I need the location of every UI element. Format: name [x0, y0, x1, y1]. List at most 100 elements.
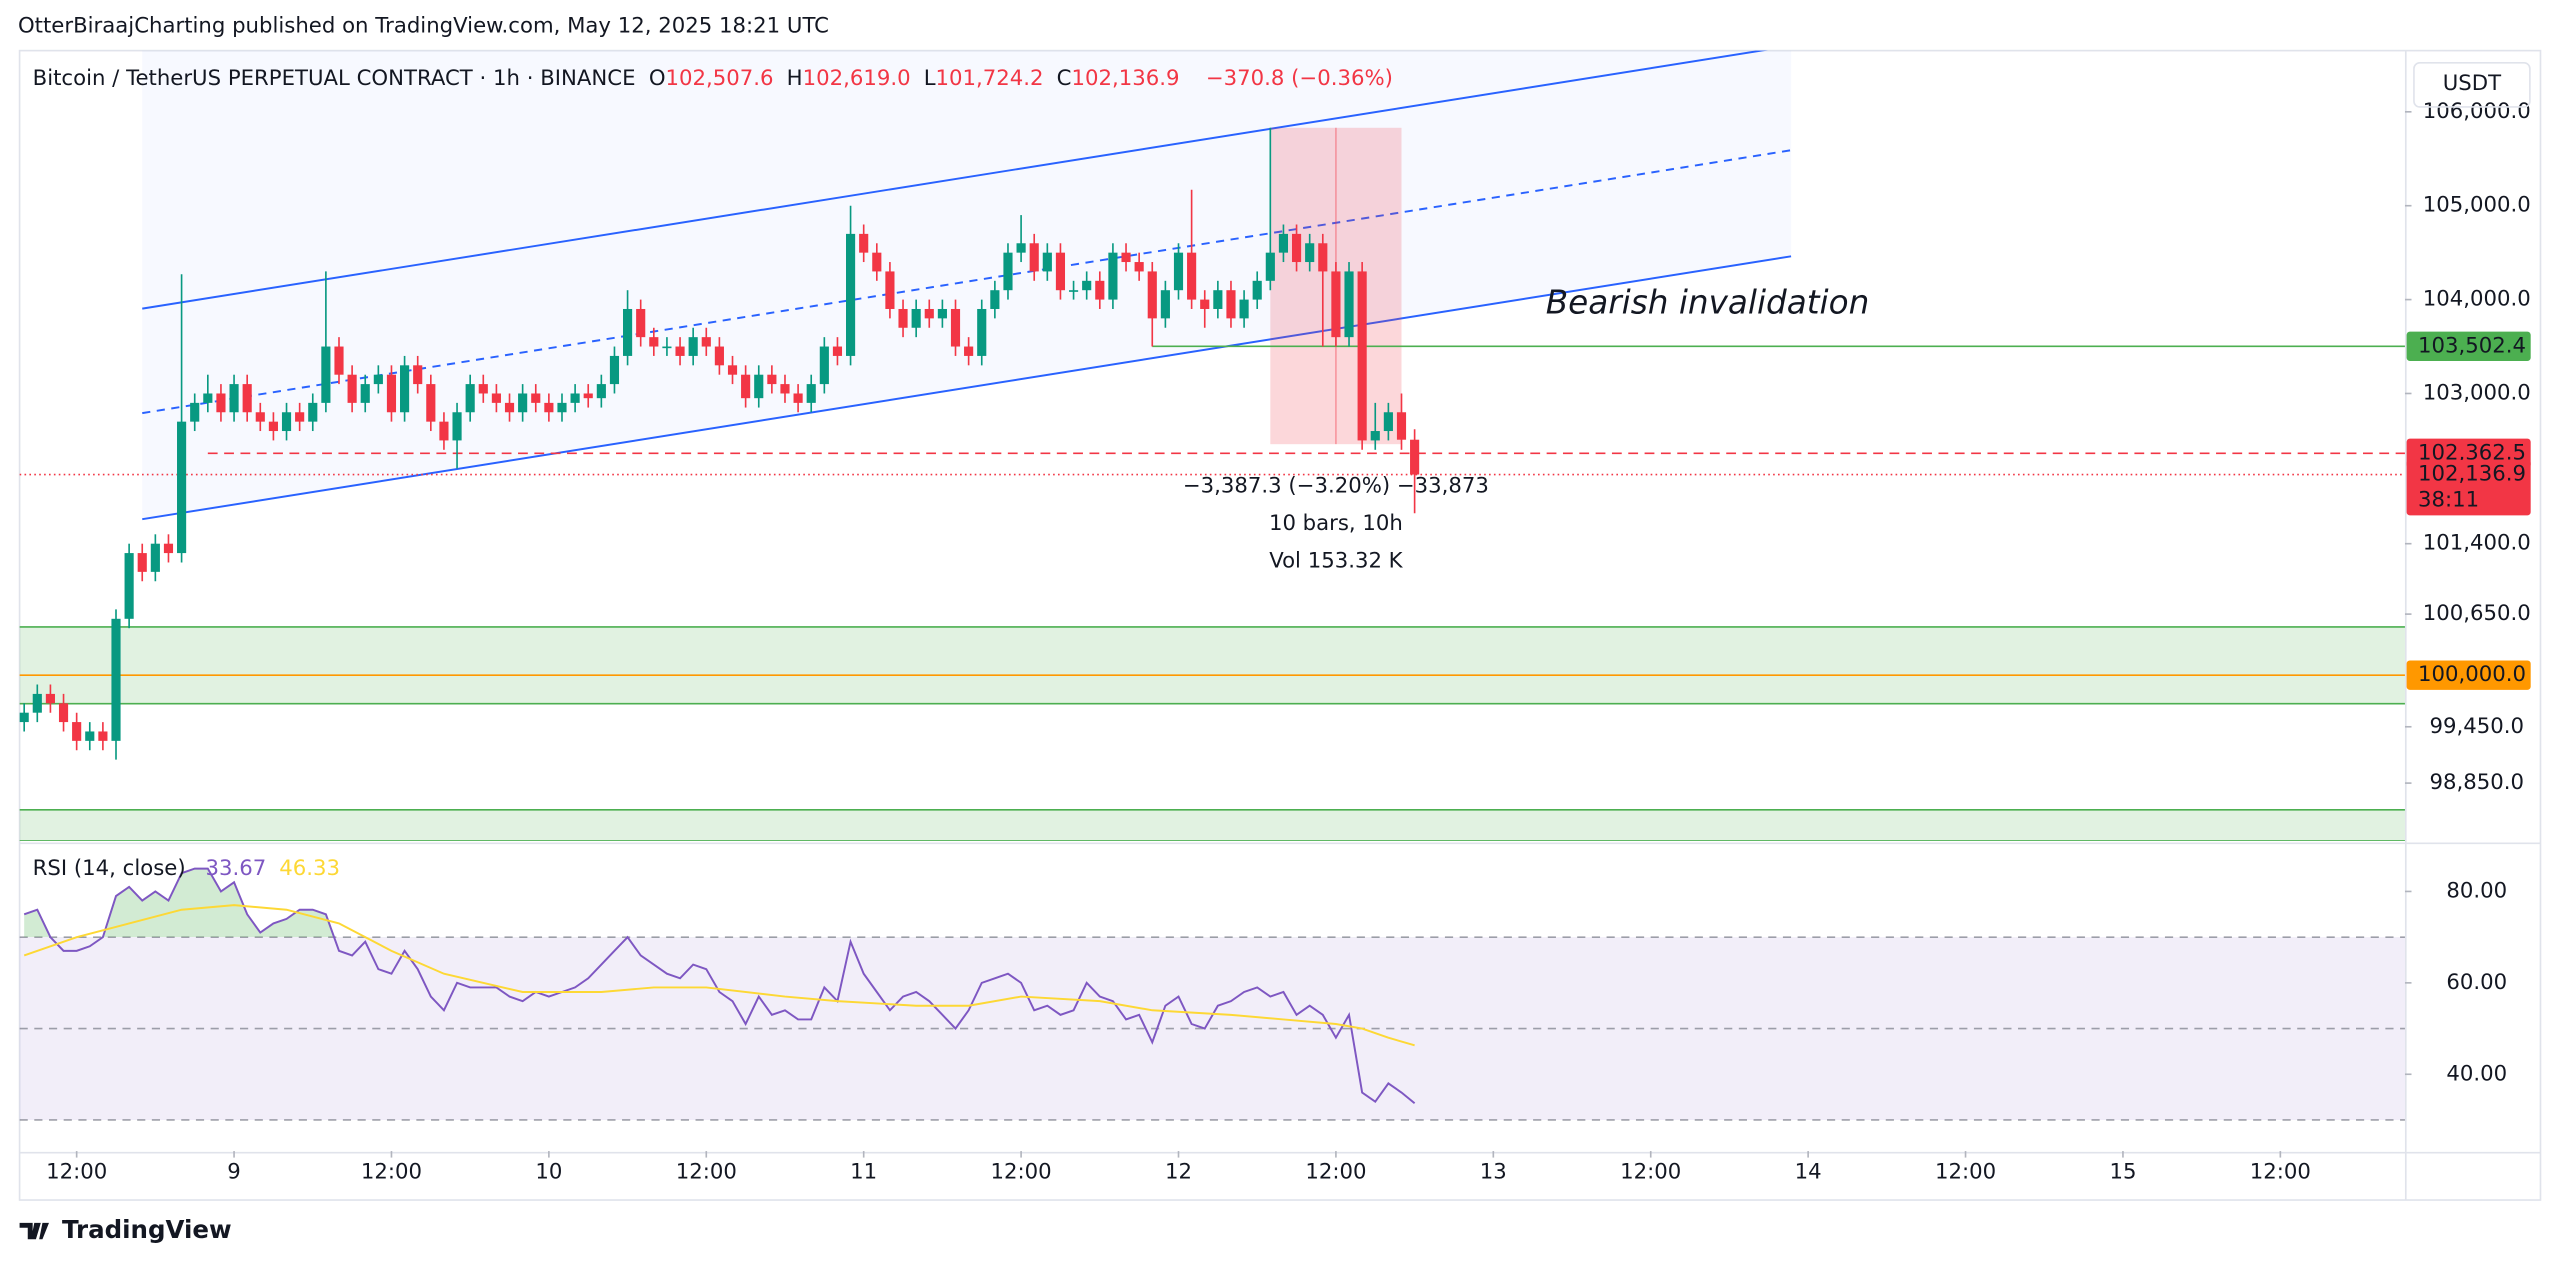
- candle-body: [137, 553, 147, 572]
- candle-body: [1252, 280, 1262, 300]
- x-tick-label: 12:00: [361, 1159, 422, 1184]
- rsi-y-tick-label: 80.00: [2446, 878, 2507, 903]
- ohlc-letter: L: [923, 66, 936, 92]
- candle-body: [649, 337, 659, 347]
- change: −370.8 (−0.36%): [1205, 66, 1393, 92]
- x-tick-label: 12:00: [991, 1159, 1052, 1184]
- x-tick-label: 12:00: [1620, 1159, 1681, 1184]
- candle-body: [1265, 252, 1275, 281]
- candle-body: [373, 374, 383, 385]
- candle-body: [1029, 243, 1039, 272]
- candle-body: [780, 384, 790, 394]
- rsi-pane: [19, 867, 2405, 1121]
- candle-body: [937, 308, 947, 319]
- candle-body: [636, 308, 646, 338]
- candle-body: [977, 308, 987, 356]
- y-tick-label: 104,000.0: [2423, 287, 2531, 312]
- candle-body: [767, 374, 777, 385]
- price-tag-label: 103,502.4: [2418, 333, 2526, 358]
- candle-body: [845, 233, 856, 356]
- candle-body: [609, 355, 620, 385]
- candle-body: [439, 421, 449, 441]
- rsi-value: 46.33: [279, 857, 341, 882]
- tradingview-logo: TradingView: [19, 1215, 232, 1244]
- candle-body: [1200, 299, 1210, 309]
- price-tag-label: 100,000.0: [2418, 662, 2526, 687]
- candle-body: [386, 374, 397, 413]
- ohlc-value: 102,507.6: [665, 66, 774, 92]
- candle-body: [1278, 233, 1289, 253]
- ohlc-letter: H: [786, 66, 803, 92]
- price-tag: [2406, 459, 2531, 516]
- candle-body: [400, 365, 410, 413]
- candle-body: [281, 412, 292, 432]
- ohlc-letter: C: [1056, 66, 1072, 92]
- candle-body: [111, 618, 121, 741]
- candle-body: [1410, 439, 1420, 475]
- channel-fill: [142, 50, 1792, 520]
- candle-body: [32, 693, 42, 713]
- x-tick-label: 9: [227, 1159, 241, 1184]
- candle-body: [163, 543, 174, 554]
- candle-body: [72, 722, 82, 741]
- candle-body: [950, 308, 961, 347]
- price-tag: [2406, 331, 2531, 362]
- candle-body: [793, 393, 803, 403]
- rsi-y-tick-label: 60.00: [2446, 970, 2507, 995]
- currency-button[interactable]: USDT: [2413, 62, 2531, 108]
- symbol: Bitcoin / TetherUS PERPETUAL CONTRACT · …: [32, 66, 636, 92]
- channel-upper: [142, 50, 1768, 310]
- candle-body: [518, 393, 528, 413]
- candle-body: [85, 731, 95, 741]
- rsi-values: 33.67 46.33: [192, 857, 340, 881]
- candle-body: [701, 337, 711, 347]
- candle-body: [1239, 299, 1249, 319]
- candle-body: [1055, 252, 1066, 291]
- candle-body: [295, 412, 305, 422]
- candle-body: [1042, 252, 1052, 272]
- rsi-ma-line: [23, 904, 1415, 1047]
- candle-body: [872, 252, 882, 272]
- rsi-title: RSI (14, close): [32, 857, 186, 882]
- candle-body: [19, 712, 29, 723]
- candle-body: [1331, 271, 1341, 338]
- symbol-legend: Bitcoin / TetherUS PERPETUAL CONTRACT · …: [33, 67, 1400, 91]
- candle-body: [1003, 252, 1013, 291]
- candle-body: [990, 290, 1000, 309]
- candle-body: [268, 421, 278, 432]
- candle-body: [741, 374, 751, 399]
- candle-body: [924, 308, 934, 319]
- annotation: Bearish invalidation: [1546, 283, 1870, 321]
- x-tick-label: 12:00: [46, 1159, 107, 1184]
- candle-body: [1226, 290, 1236, 319]
- candle-body: [1318, 243, 1328, 272]
- candle-body: [898, 308, 908, 328]
- candle-body: [478, 384, 488, 394]
- candle-body: [544, 402, 554, 413]
- candle-body: [1068, 290, 1079, 292]
- candle-body: [360, 384, 370, 403]
- x-tick-label: 12:00: [1935, 1159, 1996, 1184]
- candle-body: [714, 346, 724, 366]
- candle-body: [150, 543, 160, 572]
- candle-body: [1108, 252, 1118, 300]
- y-tick-label: 98,850.0: [2430, 770, 2525, 795]
- x-tick-label: 12:00: [676, 1159, 737, 1184]
- candle-body: [754, 374, 764, 399]
- candle-body: [229, 384, 239, 413]
- candle-body: [465, 384, 475, 413]
- x-tick-label: 12:00: [2250, 1159, 2311, 1184]
- candle-body: [1213, 290, 1223, 309]
- candle-body: [177, 421, 187, 554]
- candle-body: [1147, 271, 1157, 319]
- zone: [19, 809, 2405, 841]
- candle-body: [1396, 412, 1407, 440]
- candle-body: [1082, 280, 1092, 291]
- rsi-y-tick-label: 40.00: [2446, 1061, 2507, 1086]
- candle-body: [832, 346, 843, 356]
- candle-body: [347, 374, 357, 403]
- x-tick-label: 13: [1480, 1159, 1507, 1184]
- rsi-legend: RSI (14, close) 33.67 46.33: [33, 857, 340, 881]
